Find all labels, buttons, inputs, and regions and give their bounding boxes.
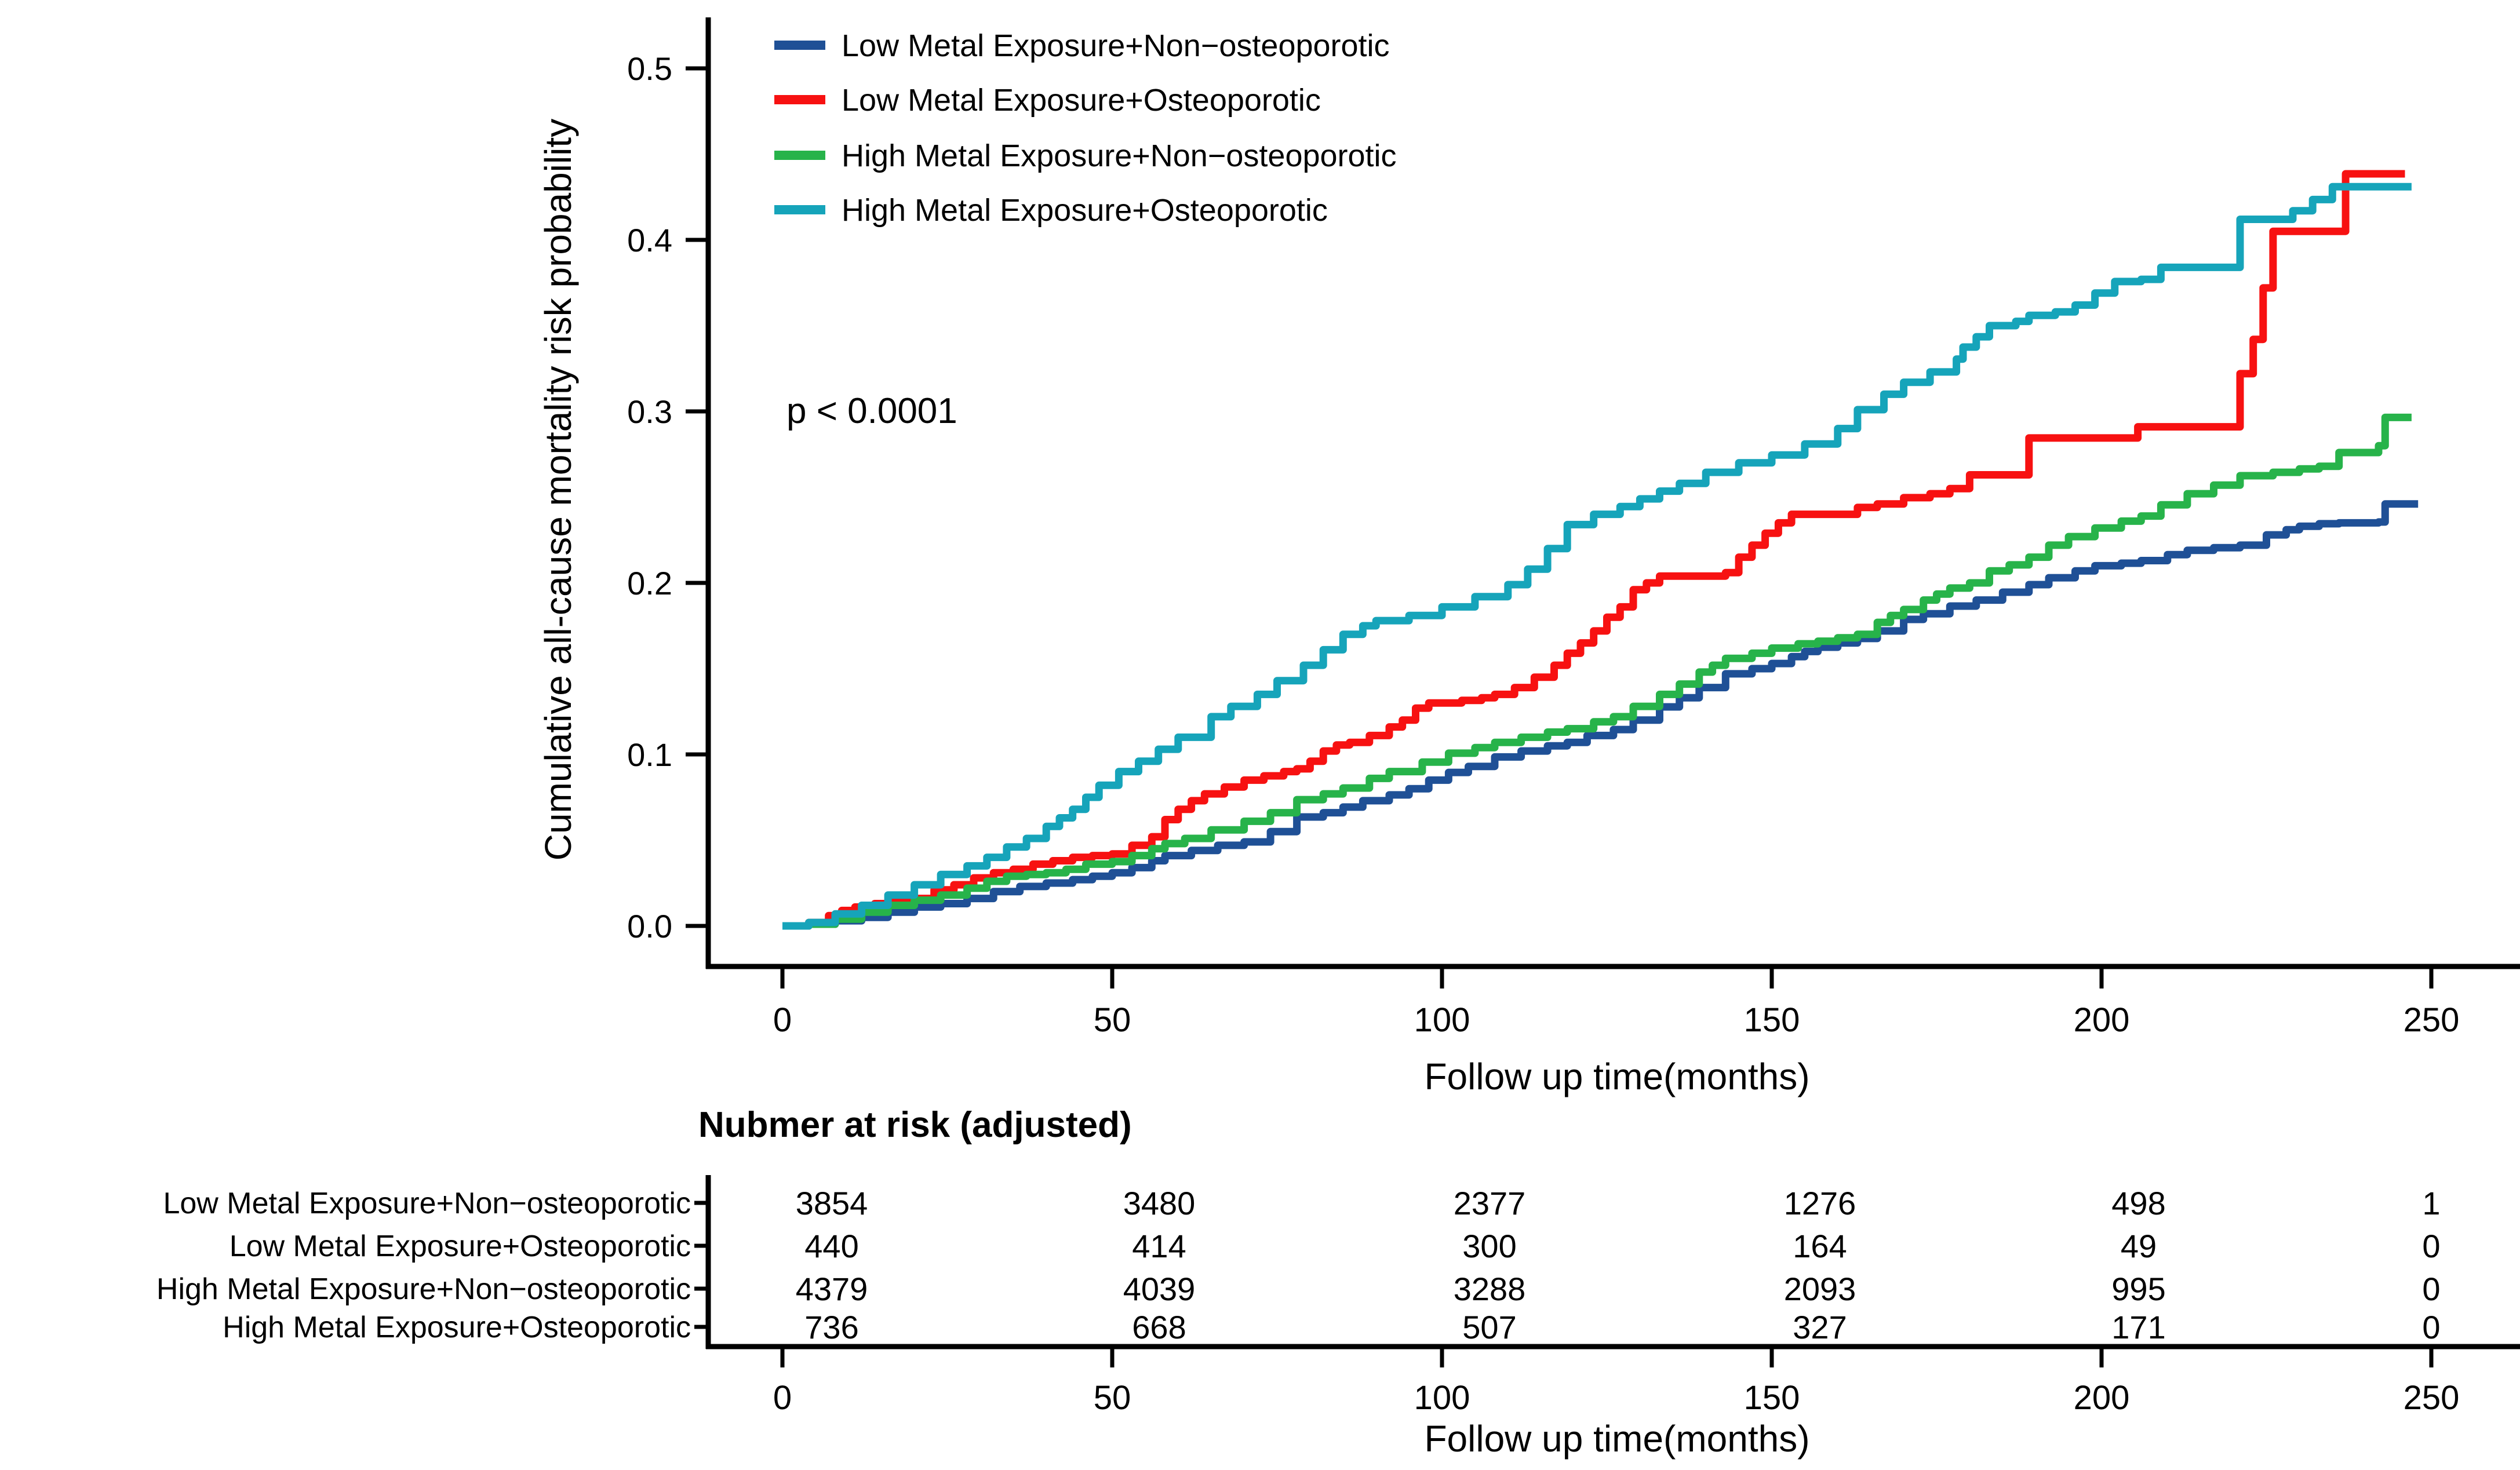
survival-curves (782, 170, 2419, 930)
risk-row-label: High Metal Exposure+Osteoporotic (223, 1311, 691, 1344)
legend-item: Low Metal Exposure+Osteoporotic (774, 83, 1321, 118)
curve-low-metal-exposure-non-osteoporotic (782, 500, 2419, 930)
risk-table-row: High Metal Exposure+Non−osteoporotic 4379… (156, 1271, 2441, 1307)
y-axis-title: Cumulative all-cause mortality risk prob… (537, 119, 579, 860)
risk-table-row: Low Metal Exposure+Non−osteoporotic 3854 3… (163, 1185, 2440, 1221)
risk-table-row: High Metal Exposure+Osteoporotic 736 668 50… (223, 1309, 2440, 1345)
risk-x-tick-label: 250 (2404, 1379, 2460, 1417)
risk-value: 4379 (796, 1271, 868, 1307)
x-tick-label: 200 (2074, 1001, 2130, 1039)
x-tick-label: 150 (1744, 1001, 1800, 1039)
risk-value: 0 (2422, 1271, 2440, 1307)
y-tick-label: 0.5 (627, 50, 672, 87)
p-value-annotation: p < 0.0001 (786, 391, 957, 431)
legend-item-label: Low Metal Exposure+Non−osteoporotic (842, 28, 1390, 63)
risk-value: 3288 (1454, 1271, 1526, 1307)
risk-value: 1276 (1784, 1185, 1856, 1221)
y-tick-label: 0.4 (627, 222, 672, 258)
x-tick-label: 250 (2404, 1001, 2460, 1039)
risk-value: 49 (2121, 1228, 2157, 1264)
risk-value: 164 (1793, 1228, 1847, 1264)
curve-high-metal-exposure-non-osteoporotic (782, 413, 2412, 930)
y-tick-label: 0.3 (627, 393, 672, 430)
risk-value: 4039 (1123, 1271, 1196, 1307)
legend-item-label: High Metal Exposure+Osteoporotic (842, 193, 1328, 228)
x-tick-label: 100 (1414, 1001, 1470, 1039)
risk-value: 440 (804, 1228, 858, 1264)
x-tick-label: 0 (773, 1001, 792, 1039)
risk-value: 507 (1462, 1309, 1516, 1345)
risk-table-row: Low Metal Exposure+Osteoporotic 440 414 300… (230, 1228, 2441, 1264)
curve-high-metal-exposure-osteoporotic (782, 183, 2412, 930)
risk-value: 3480 (1123, 1185, 1196, 1221)
risk-row-label: Low Metal Exposure+Osteoporotic (230, 1230, 691, 1263)
risk-value: 1 (2422, 1185, 2440, 1221)
risk-x-tick-label: 50 (1094, 1379, 1131, 1417)
risk-value: 414 (1132, 1228, 1186, 1264)
x-tick-label: 50 (1094, 1001, 1131, 1039)
risk-row-label: High Metal Exposure+Non−osteoporotic (156, 1272, 691, 1306)
risk-value: 668 (1132, 1309, 1186, 1345)
main-plot: Cumulative all-cause mortality risk prob… (537, 17, 2520, 1097)
legend-item: High Metal Exposure+Non−osteoporotic (774, 138, 1397, 173)
y-tick-label: 0.0 (627, 908, 672, 944)
risk-table-rows: Low Metal Exposure+Non−osteoporotic 3854 3… (156, 1185, 2441, 1345)
risk-value: 2377 (1454, 1185, 1526, 1221)
risk-value: 0 (2422, 1309, 2440, 1345)
y-axis-ticks: 0.0 0.1 0.2 0.3 0.4 0.5 (627, 50, 706, 944)
risk-value: 327 (1793, 1309, 1847, 1345)
risk-row-label: Low Metal Exposure+Non−osteoporotic (163, 1187, 691, 1220)
risk-table-title: Nubmer at risk (adjusted) (698, 1105, 1132, 1145)
x-axis-title: Follow up time(months) (1424, 1056, 1809, 1097)
risk-value: 3854 (796, 1185, 868, 1221)
x-axis-ticks: 0 50 100 150 200 250 (773, 969, 2460, 1039)
risk-value: 995 (2111, 1271, 2165, 1307)
risk-value: 736 (804, 1309, 858, 1345)
chart-legend: Low Metal Exposure+Non−osteoporotic Low M… (774, 28, 1397, 228)
curve-low-metal-exposure-osteoporotic (782, 170, 2405, 930)
risk-table-x-axis-title: Follow up time(months) (1424, 1418, 1809, 1460)
risk-value: 498 (2111, 1185, 2165, 1221)
y-tick-label: 0.1 (627, 736, 672, 773)
risk-x-tick-label: 0 (773, 1379, 792, 1417)
risk-x-tick-label: 200 (2074, 1379, 2130, 1417)
legend-item: Low Metal Exposure+Non−osteoporotic (774, 28, 1390, 63)
legend-item: High Metal Exposure+Osteoporotic (774, 193, 1328, 228)
risk-table: Nubmer at risk (adjusted) Low Metal Expo… (156, 1105, 2520, 1460)
risk-value: 2093 (1784, 1271, 1856, 1307)
risk-value: 0 (2422, 1228, 2440, 1264)
legend-item-label: High Metal Exposure+Non−osteoporotic (842, 138, 1397, 173)
y-tick-label: 0.2 (627, 565, 672, 601)
risk-value: 171 (2111, 1309, 2165, 1345)
legend-item-label: Low Metal Exposure+Osteoporotic (842, 83, 1321, 118)
risk-value: 300 (1462, 1228, 1516, 1264)
risk-table-x-ticks: 0 50 100 150 200 250 (773, 1349, 2460, 1417)
risk-x-tick-label: 100 (1414, 1379, 1470, 1417)
risk-x-tick-label: 150 (1744, 1379, 1800, 1417)
